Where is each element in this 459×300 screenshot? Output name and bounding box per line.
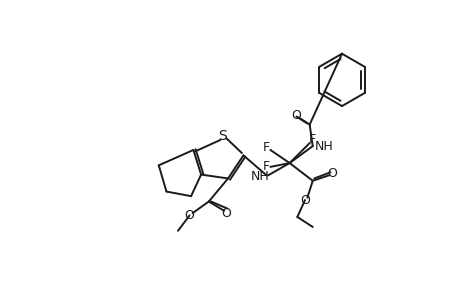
Text: O: O [326, 167, 336, 180]
Text: NH: NH [314, 140, 333, 153]
Text: NH: NH [251, 170, 269, 183]
Text: O: O [290, 109, 300, 122]
Text: F: F [263, 160, 269, 173]
Text: O: O [221, 207, 231, 220]
Text: O: O [299, 194, 309, 206]
Text: S: S [218, 129, 227, 143]
Text: O: O [184, 209, 194, 222]
Text: F: F [308, 134, 316, 146]
Text: F: F [263, 141, 269, 154]
